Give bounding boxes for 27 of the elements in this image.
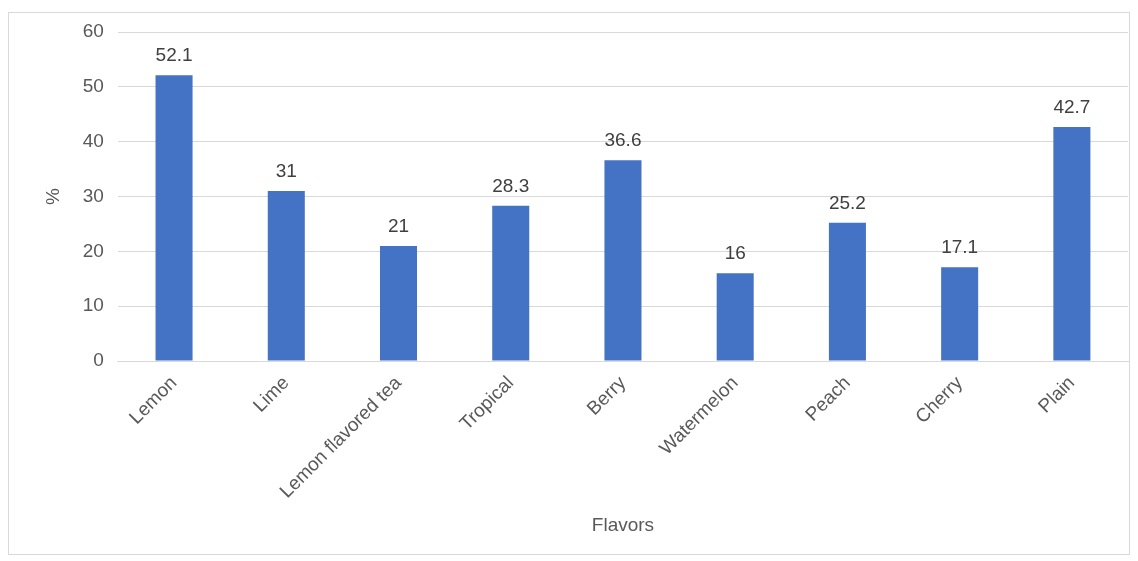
data-label: 31	[275, 159, 297, 181]
data-label: 36.6	[604, 129, 642, 151]
x-axis-title: Flavors	[591, 513, 655, 535]
bar	[267, 191, 305, 361]
bar	[155, 75, 193, 361]
data-label: 21	[387, 214, 410, 236]
y-tick-label: 30	[82, 184, 104, 206]
y-tick-label: 50	[82, 75, 104, 97]
data-label: 25.2	[828, 191, 866, 213]
bar	[604, 160, 642, 361]
y-axis-title: %	[41, 187, 63, 205]
data-label: 17.1	[941, 236, 979, 258]
data-label: 28.3	[492, 174, 530, 196]
bar	[941, 267, 979, 361]
bar	[492, 205, 530, 361]
y-tick-label: 60	[82, 20, 104, 42]
bar	[716, 273, 754, 361]
data-label: 16	[724, 242, 746, 264]
y-tick-label: 10	[82, 294, 104, 316]
y-tick-label: 20	[82, 239, 104, 261]
data-label: 42.7	[1053, 95, 1091, 117]
bar	[379, 245, 418, 361]
y-tick-label: 40	[82, 129, 104, 151]
bar	[828, 222, 866, 361]
bar	[1053, 126, 1091, 361]
data-label: 52.1	[155, 44, 193, 66]
y-tick-label: 0	[93, 349, 104, 371]
